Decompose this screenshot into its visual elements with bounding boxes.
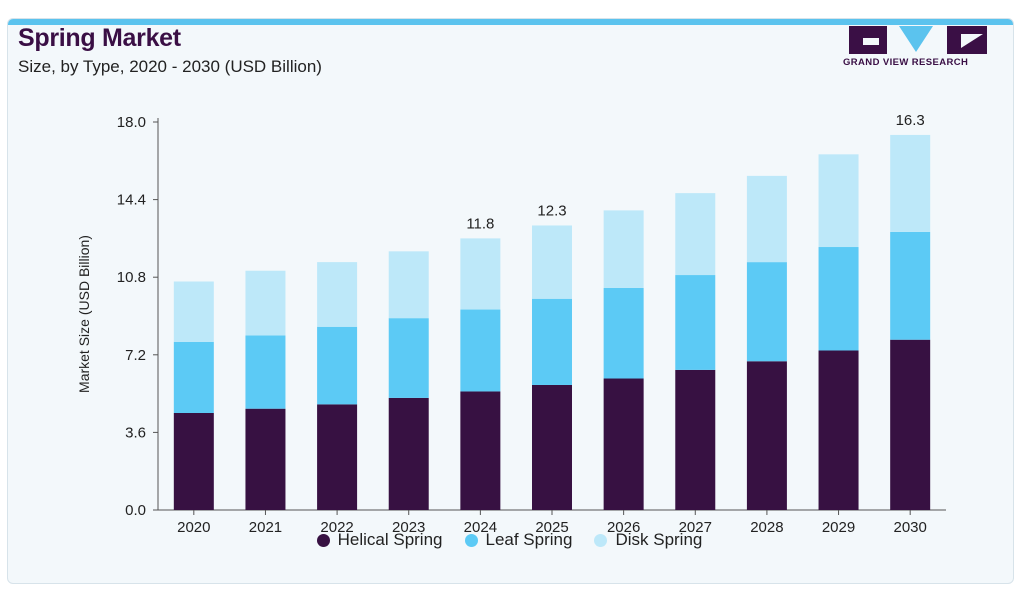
bar-helical-spring-2022 — [317, 404, 358, 510]
x-tick-label: 2028 — [750, 519, 783, 536]
legend-item-leaf-spring: Leaf Spring — [464, 530, 573, 550]
bar-helical-spring-2021 — [245, 408, 286, 510]
x-tick-label: 2029 — [822, 519, 855, 536]
bar-disk-spring-2030 — [890, 134, 931, 232]
bar-leaf-spring-2022 — [317, 326, 358, 405]
bar-disk-spring-2028 — [746, 175, 787, 263]
x-tick-label: 2027 — [679, 519, 712, 536]
bar-helical-spring-2026 — [603, 378, 644, 510]
bar-disk-spring-2026 — [603, 210, 644, 288]
legend-label: Disk Spring — [615, 530, 703, 549]
bar-leaf-spring-2021 — [245, 335, 286, 409]
legend-swatch — [594, 533, 608, 547]
bar-helical-spring-2029 — [818, 350, 859, 510]
bar-disk-spring-2027 — [675, 193, 716, 276]
y-tick-label: 0.0 — [125, 502, 146, 519]
bar-helical-spring-2025 — [532, 384, 572, 510]
bar-disk-spring-2029 — [818, 154, 859, 248]
legend-item-disk-spring: Disk Spring — [594, 530, 702, 550]
bar-disk-spring-2025 — [532, 225, 572, 299]
bar-leaf-spring-2026 — [603, 287, 644, 379]
legend-swatch — [316, 533, 330, 547]
x-tick-label: 2024 — [464, 519, 497, 536]
bar-helical-spring-2030 — [890, 339, 931, 510]
y-tick-label: 7.2 — [125, 347, 146, 364]
x-tick-label: 2026 — [607, 519, 640, 536]
legend-swatch — [464, 533, 478, 547]
bar-leaf-spring-2023 — [388, 318, 429, 398]
accent-bar — [8, 19, 1013, 25]
bar-helical-spring-2027 — [675, 369, 716, 510]
bar-disk-spring-2023 — [388, 251, 429, 319]
bar-leaf-spring-2028 — [746, 262, 787, 362]
x-tick-label: 2022 — [320, 519, 353, 536]
bar-leaf-spring-2025 — [532, 298, 572, 385]
bar-disk-spring-2022 — [317, 262, 358, 327]
bar-disk-spring-2021 — [245, 270, 286, 336]
data-label-2024: 11.8 — [466, 215, 494, 232]
bar-disk-spring-2020 — [173, 281, 214, 342]
legend-item-helical-spring: Helical Spring — [316, 530, 443, 550]
bar-leaf-spring-2020 — [173, 341, 214, 413]
y-tick-label: 18.0 — [117, 114, 146, 131]
y-tick-label: 14.4 — [117, 192, 146, 209]
bar-leaf-spring-2027 — [675, 275, 716, 370]
chart-subtitle: Size, by Type, 2020 - 2030 (USD Billion) — [18, 57, 322, 76]
chart-title: Spring Market — [18, 24, 181, 52]
x-tick-label: 2030 — [893, 519, 926, 536]
bar-helical-spring-2020 — [173, 413, 214, 510]
y-axis-label: Market Size (USD Billion) — [76, 235, 92, 393]
x-tick-label: 2021 — [249, 519, 282, 536]
x-tick-label: 2023 — [392, 519, 425, 536]
data-label-2025: 12.3 — [537, 202, 566, 219]
legend-label: Leaf Spring — [485, 530, 573, 549]
bar-disk-spring-2024 — [460, 238, 501, 310]
grand-view-research-logo — [849, 26, 987, 54]
legend-label: Helical Spring — [337, 530, 443, 549]
data-label-2030: 16.3 — [896, 112, 925, 129]
bar-leaf-spring-2024 — [460, 309, 501, 392]
bar-helical-spring-2023 — [388, 397, 429, 510]
y-tick-label: 10.8 — [117, 269, 146, 286]
y-tick-label: 3.6 — [125, 424, 146, 441]
bar-helical-spring-2028 — [746, 361, 787, 510]
brand-name: GRAND VIEW RESEARCH — [843, 57, 969, 68]
chart-legend: Helical Spring Leaf Spring Disk Spring — [0, 530, 1019, 550]
bar-helical-spring-2024 — [460, 391, 501, 510]
bar-leaf-spring-2029 — [818, 247, 859, 351]
x-tick-label: 2025 — [535, 519, 568, 536]
x-tick-label: 2020 — [177, 519, 210, 536]
bar-leaf-spring-2030 — [890, 231, 931, 340]
